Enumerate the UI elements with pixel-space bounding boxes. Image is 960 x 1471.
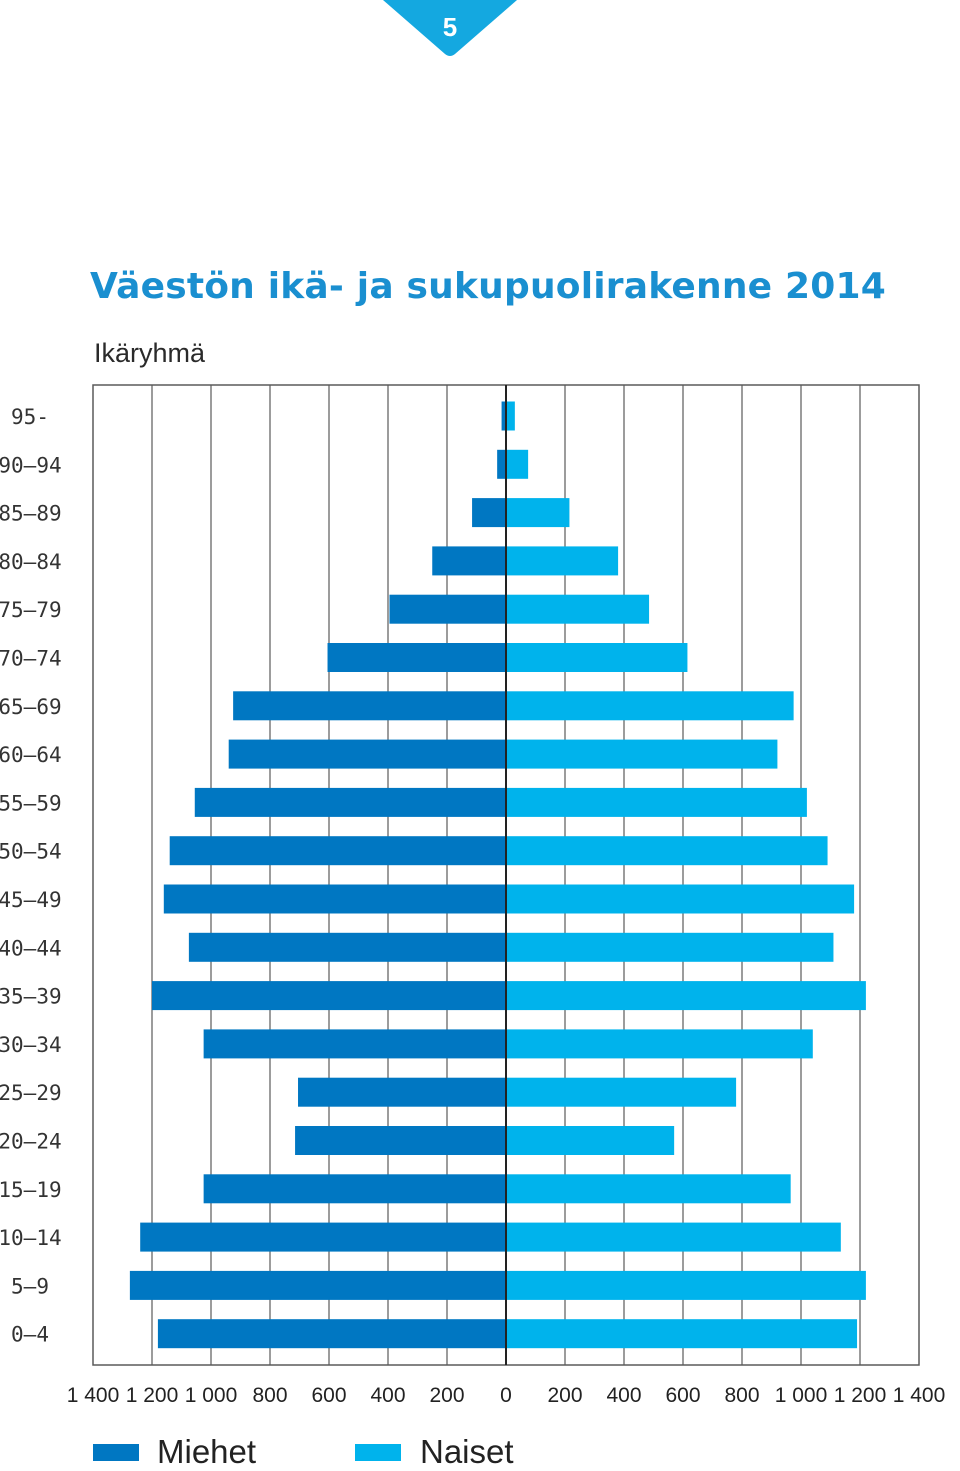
- y-tick-label: 10–14: [0, 1226, 62, 1250]
- y-tick-label: 50–54: [0, 840, 62, 864]
- legend-label-men: Miehet: [157, 1433, 257, 1470]
- page-number: 5: [442, 12, 458, 42]
- bar-men-60–64: [228, 739, 506, 769]
- bar-men-65–69: [233, 691, 506, 721]
- bar-men-85–89: [472, 498, 506, 528]
- bar-men-50–54: [169, 836, 506, 866]
- y-tick-label: 75–79: [0, 598, 62, 622]
- x-tick-label: 400: [606, 1384, 641, 1407]
- bar-men-15–19: [203, 1174, 506, 1204]
- x-tick-label: 200: [547, 1384, 582, 1407]
- x-tick-label: 600: [311, 1384, 346, 1407]
- x-tick-label: 800: [724, 1384, 759, 1407]
- bar-women-25–29: [506, 1077, 737, 1107]
- y-tick-label: 40–44: [0, 936, 62, 960]
- chart-title: Väestön ikä- ja sukupuolirakenne 2014: [90, 266, 887, 307]
- y-tick-label: 55–59: [0, 791, 62, 815]
- y-tick-label: 80–84: [0, 550, 62, 574]
- y-tick-label: 90–94: [0, 453, 62, 477]
- bar-men-95-: [501, 401, 506, 431]
- y-tick-label: 25–29: [0, 1081, 62, 1105]
- x-tick-label: 0: [500, 1384, 512, 1407]
- legend-swatch-women: [355, 1444, 401, 1461]
- y-tick-label: 45–49: [0, 888, 62, 912]
- bar-women-35–39: [506, 981, 866, 1011]
- bar-women-15–19: [506, 1174, 791, 1204]
- y-tick-label: 60–64: [0, 743, 62, 767]
- bar-women-95-: [506, 401, 515, 431]
- page-number-tab: [383, 0, 517, 56]
- x-tick-label: 1 200: [126, 1384, 179, 1407]
- bar-women-80–84: [506, 546, 619, 576]
- bar-men-5–9: [129, 1270, 506, 1300]
- bar-women-40–44: [506, 932, 834, 962]
- x-tick-label: 1 000: [185, 1384, 238, 1407]
- bar-men-55–59: [194, 787, 506, 817]
- bar-women-0–4: [506, 1319, 858, 1349]
- bar-men-35–39: [152, 981, 506, 1011]
- bar-women-75–79: [506, 594, 650, 624]
- bar-women-20–24: [506, 1126, 675, 1155]
- y-tick-label: 0–4: [11, 1323, 49, 1347]
- population-pyramid-chart: 1 400 1 200 1 000 800 600 400 200 0 200 400 600 800…: [0, 384, 946, 1407]
- bar-women-10–14: [506, 1222, 841, 1252]
- y-tick-label: 35–39: [0, 985, 62, 1009]
- bar-men-0–4: [157, 1319, 506, 1349]
- legend-label-women: Naiset: [420, 1433, 514, 1470]
- bar-women-45–49: [506, 884, 855, 914]
- bar-men-10–14: [140, 1222, 506, 1252]
- x-tick-label: 400: [370, 1384, 405, 1407]
- x-tick-label: 800: [252, 1384, 287, 1407]
- bar-men-40–44: [188, 932, 506, 962]
- bar-women-30–34: [506, 1029, 813, 1059]
- bar-women-65–69: [506, 691, 794, 721]
- y-tick-label: 85–89: [0, 502, 62, 526]
- bar-men-25–29: [298, 1077, 506, 1107]
- bar-men-20–24: [295, 1126, 506, 1155]
- bar-men-90–94: [497, 449, 506, 479]
- bar-men-80–84: [432, 546, 506, 576]
- bar-women-5–9: [506, 1270, 866, 1300]
- x-tick-label: 1 400: [893, 1384, 946, 1407]
- y-tick-label: 70–74: [0, 647, 62, 671]
- bar-women-70–74: [506, 643, 688, 672]
- x-tick-label: 1 200: [834, 1384, 887, 1407]
- y-axis-label: Ikäryhmä: [94, 338, 206, 368]
- y-tick-label: 65–69: [0, 695, 62, 719]
- bar-men-70–74: [327, 643, 506, 672]
- legend-swatch-men: [93, 1444, 139, 1461]
- bar-women-90–94: [506, 449, 529, 479]
- bar-women-85–89: [506, 498, 570, 528]
- x-tick-label: 200: [429, 1384, 464, 1407]
- x-tick-label: 600: [665, 1384, 700, 1407]
- bar-men-45–49: [163, 884, 507, 914]
- y-tick-label: 30–34: [0, 1033, 62, 1057]
- y-tick-label: 5–9: [11, 1274, 49, 1298]
- bar-women-50–54: [506, 836, 828, 866]
- x-tick-label: 1 000: [775, 1384, 828, 1407]
- y-tick-label: 20–24: [0, 1130, 62, 1154]
- x-tick-label: 1 400: [67, 1384, 120, 1407]
- bar-women-55–59: [506, 787, 807, 817]
- bar-men-75–79: [389, 594, 506, 624]
- y-tick-label: 95-: [11, 405, 49, 429]
- bar-women-60–64: [506, 739, 778, 769]
- y-tick-label: 15–19: [0, 1178, 62, 1202]
- bar-men-30–34: [203, 1029, 506, 1059]
